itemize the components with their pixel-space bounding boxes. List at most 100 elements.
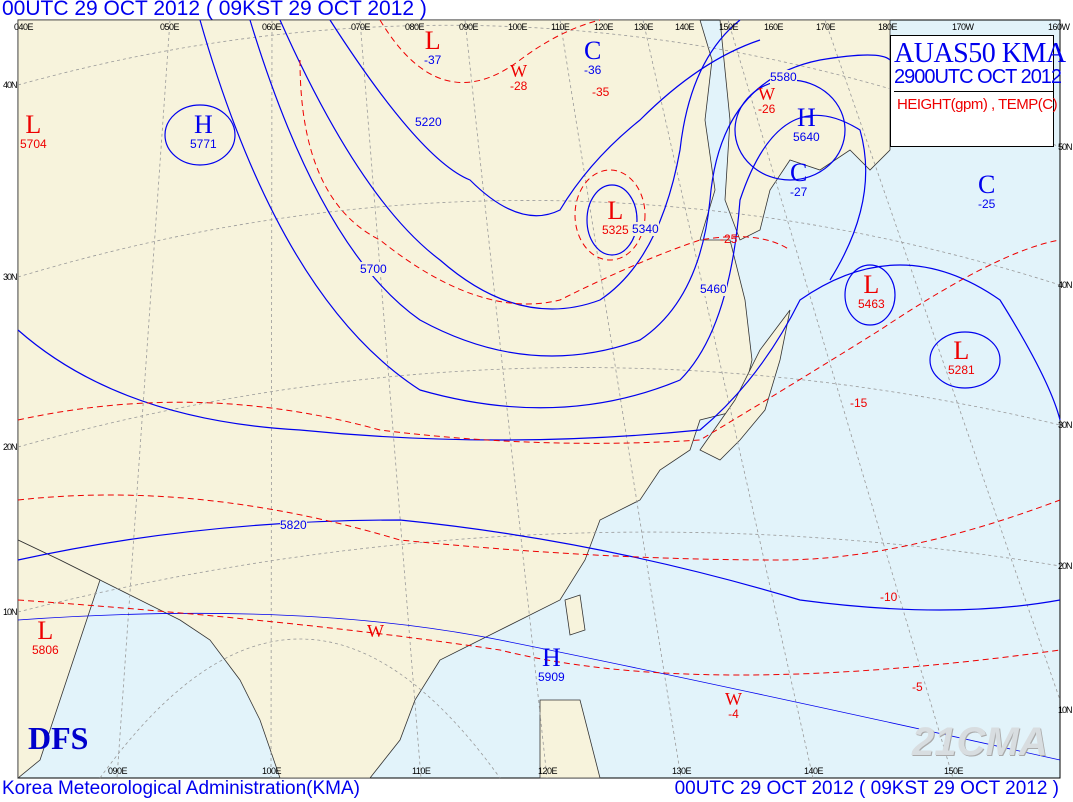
- lon-label: 170E: [816, 22, 836, 32]
- lon-label: 040E: [14, 22, 34, 32]
- system-value: -36: [584, 63, 602, 77]
- system-value: 5463: [858, 297, 885, 311]
- footer-agency: Korea Meteorological Administration(KMA): [2, 778, 360, 799]
- system-l: L 5463: [858, 270, 885, 311]
- system-h: H 5909: [538, 643, 565, 684]
- land-sea-islands: [539, 594, 601, 779]
- footer-time: 00UTC 29 OCT 2012 ( 09KST 29 OCT 2012 ): [674, 778, 1059, 799]
- title-box: AUAS50 KMA 2900UTC OCT 2012 HEIGHT(gpm) …: [890, 35, 1066, 147]
- header-title: 00UTC 29 OCT 2012 ( 09KST 29 OCT 2012 ): [2, 0, 427, 20]
- height-contour-label: 5340: [632, 222, 659, 236]
- lon-label: 140E: [804, 766, 824, 776]
- system-value: 5806: [32, 643, 59, 657]
- lon-label: 110E: [412, 766, 431, 776]
- height-contour-label: 5460: [700, 282, 727, 296]
- lon-label: 060E: [262, 22, 282, 32]
- temp-contour-label: -35: [592, 85, 610, 99]
- lon-label: 090E: [459, 22, 479, 32]
- system-symbol: L: [424, 26, 441, 55]
- lat-label: 10N: [3, 607, 17, 617]
- system-symbol: C: [584, 36, 602, 65]
- system-value: -28: [510, 79, 528, 93]
- lon-label: 160W: [1048, 22, 1070, 32]
- land-asia: [17, 19, 753, 779]
- system-symbol: C: [978, 170, 996, 199]
- system-symbol: W: [758, 84, 776, 104]
- valid-time: 2900UTC OCT 2012: [894, 66, 1062, 92]
- lon-label: 110E: [551, 22, 570, 32]
- system-w: W: [367, 622, 384, 640]
- watermark: 21CMA: [912, 720, 1048, 764]
- lat-label: 10N: [1058, 705, 1072, 715]
- system-h: H 5771: [190, 110, 217, 151]
- system-symbol: W: [725, 689, 742, 709]
- system-symbol: L: [607, 196, 624, 225]
- system-symbol: C: [790, 158, 808, 187]
- dfs-logo: DFS: [28, 720, 89, 756]
- system-value: 5325: [602, 223, 629, 237]
- lon-label: 140E: [675, 22, 695, 32]
- system-symbol: L: [953, 336, 970, 365]
- system-symbol: L: [37, 616, 54, 645]
- lon-label: 130E: [634, 22, 654, 32]
- lon-label: 090E: [108, 766, 128, 776]
- system-w: W -4: [725, 690, 742, 720]
- system-symbol: H: [193, 110, 213, 139]
- system-c: C -36: [584, 36, 602, 77]
- system-l: L 5806: [32, 616, 59, 657]
- lon-label: 180E: [878, 22, 898, 32]
- lat-label: 40N: [3, 80, 17, 90]
- system-l: L 5281: [948, 336, 975, 377]
- lat-label: 20N: [1058, 561, 1072, 571]
- temp-contours: [17, 19, 1061, 676]
- system-value: -26: [758, 102, 776, 116]
- system-w: W -26: [758, 85, 775, 115]
- lon-label: 100E: [262, 766, 282, 776]
- lon-label: 150E: [944, 766, 964, 776]
- temp-contour-label: -15: [850, 396, 868, 410]
- height-contours: [17, 19, 1061, 761]
- system-symbol: L: [863, 270, 880, 299]
- lat-label: 30N: [3, 272, 17, 282]
- system-l: L 5704: [20, 110, 47, 151]
- height-contour-label: 5820: [280, 518, 307, 532]
- system-symbol: W: [367, 621, 384, 641]
- temp-contour-label: -10: [880, 590, 898, 604]
- temp-contour-label: -25: [720, 232, 738, 246]
- lon-label: 120E: [594, 22, 614, 32]
- lon-label: 070E: [351, 22, 371, 32]
- system-h: H 5640: [793, 103, 820, 144]
- system-value: -25: [978, 197, 996, 211]
- fields-label: HEIGHT(gpm) , TEMP(C): [897, 96, 1058, 113]
- height-contour-label: 5580: [770, 70, 797, 84]
- lon-label: 160E: [764, 22, 784, 32]
- system-value: 5281: [948, 363, 975, 377]
- system-value: -37: [424, 53, 442, 67]
- lon-label: 050E: [160, 22, 180, 32]
- system-value: 5771: [190, 137, 217, 151]
- lon-label: 170W: [952, 22, 974, 32]
- land-india: [17, 539, 101, 779]
- system-symbol: W: [510, 61, 528, 81]
- lat-label: 20N: [3, 442, 17, 452]
- system-value: -27: [790, 185, 808, 199]
- lon-label: 100E: [508, 22, 528, 32]
- lon-label: 080E: [405, 22, 425, 32]
- product-name: AUAS50 KMA: [894, 38, 1066, 69]
- system-c: C -27: [790, 158, 808, 199]
- temp-contour-label: -5: [912, 680, 923, 694]
- system-value: 5704: [20, 137, 47, 151]
- lat-label: 30N: [1058, 420, 1072, 430]
- system-symbol: H: [541, 643, 561, 672]
- lat-label: 50N: [1058, 142, 1072, 152]
- lat-label: 40N: [1058, 280, 1072, 290]
- system-symbol: L: [25, 110, 42, 139]
- system-l: L 5325: [602, 196, 629, 237]
- system-w: W -28: [510, 62, 527, 92]
- lon-label: 120E: [538, 766, 558, 776]
- height-contour-label: 5700: [360, 262, 387, 276]
- land-northeast: [719, 19, 891, 241]
- system-value: 5640: [793, 130, 820, 144]
- system-symbol: H: [796, 103, 816, 132]
